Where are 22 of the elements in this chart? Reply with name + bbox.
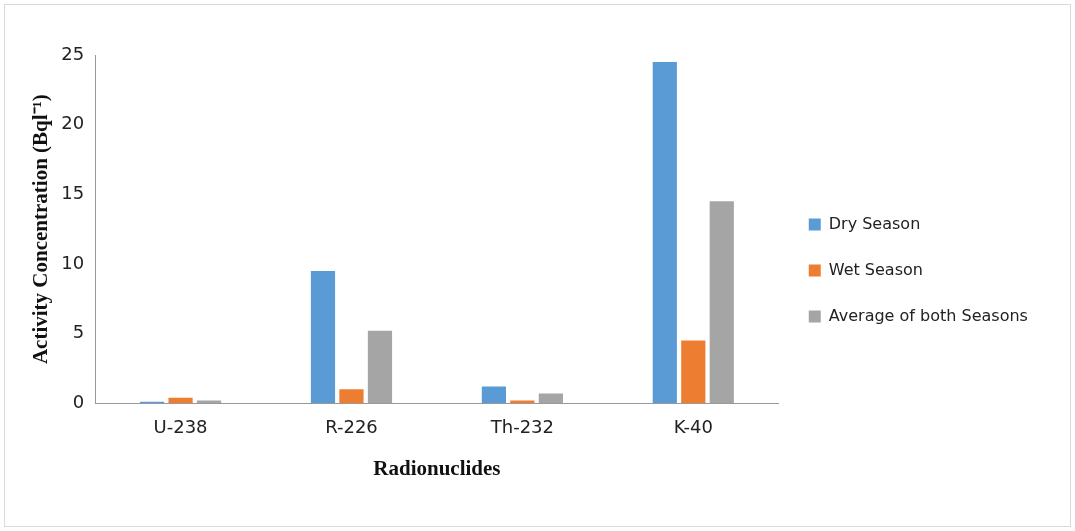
bar (652, 61, 677, 404)
bar (481, 386, 506, 404)
bar (681, 340, 706, 404)
bar (339, 389, 364, 404)
legend-label: Average of both Seasons (828, 305, 1028, 325)
legend-label: Wet Season (828, 259, 923, 279)
x-axis-title: Radionuclides (373, 455, 501, 480)
y-tick-label: 10 (61, 251, 85, 273)
bar (310, 270, 336, 404)
legend-label: Dry Season (828, 213, 921, 233)
y-tick-label: 25 (61, 42, 85, 64)
y-tick-label: 15 (61, 181, 85, 203)
x-tick-label: K-40 (673, 415, 713, 437)
x-tick-label: Th-232 (489, 415, 555, 437)
bar (168, 397, 193, 404)
y-axis-title: Activity Concentration (Bql⁻¹) (28, 94, 53, 365)
y-tick-label: 5 (72, 321, 85, 343)
x-tick-label: R-226 (325, 415, 378, 437)
y-tick-label: 0 (72, 390, 85, 412)
bar (510, 400, 535, 404)
y-tick-label: 20 (61, 112, 85, 134)
x-tick-label: U-238 (153, 415, 208, 437)
